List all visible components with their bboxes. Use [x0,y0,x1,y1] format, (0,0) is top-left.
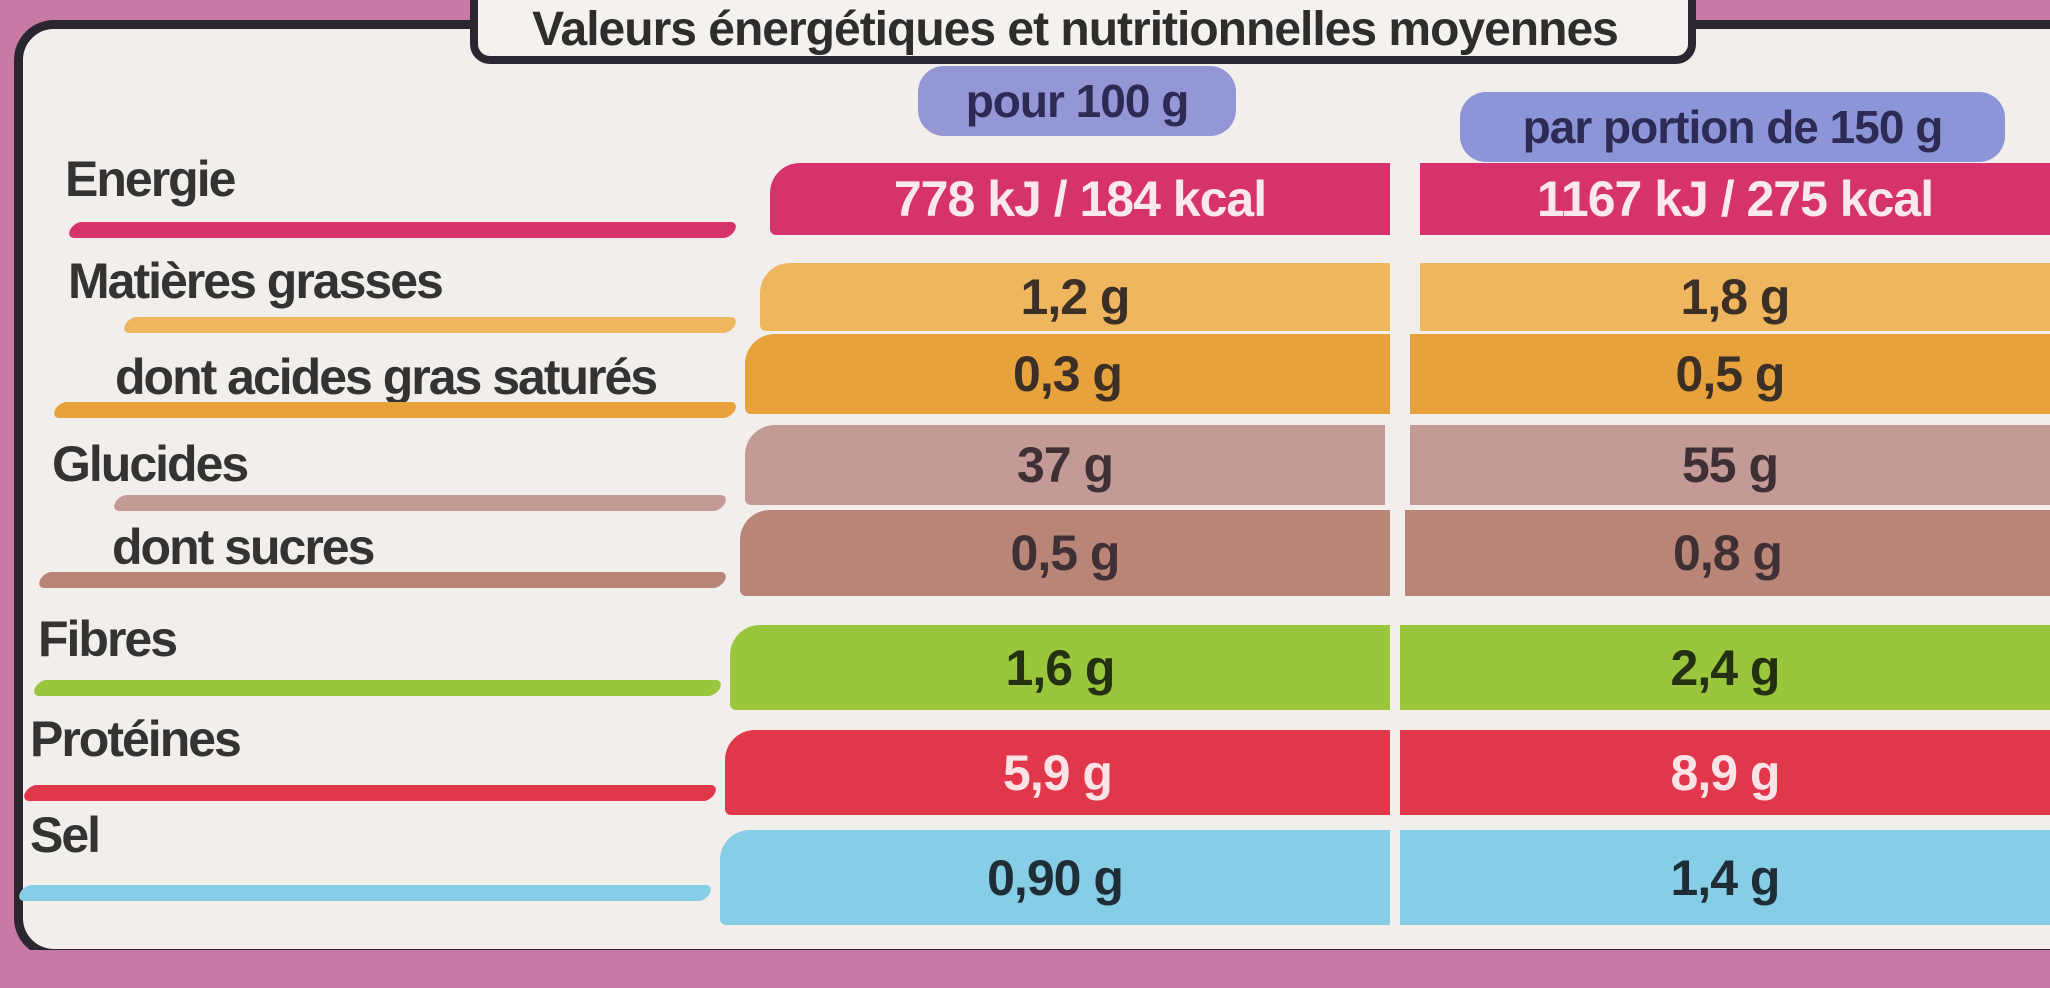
value-per-portion-proteines: 8,9 g [1400,730,2050,815]
value-per-portion-glucides: 55 g [1410,425,2050,505]
value-per-100g-energie: 778 kJ / 184 kcal [770,163,1390,235]
value-per-portion-dont-sucres: 0,8 g [1405,510,2050,596]
value-per-100g-glucides: 37 g [745,425,1385,505]
row-underline-sel [16,885,714,901]
value-per-100g-matieres-grasses: 1,2 g [760,263,1390,331]
value-per-100g-dont-acides-gras-satures: 0,3 g [745,334,1390,414]
row-label-proteines: Protéines [30,711,242,767]
row-label-dont-acides-gras-satures: dont acides gras saturés [115,349,658,405]
row-underline-matieres-grasses [121,317,739,333]
column-header-per-100g: pour 100 g [918,66,1236,136]
column-header-per-portion: par portion de 150 g [1460,92,2005,162]
package-edge [0,950,2050,988]
row-label-matieres-grasses: Matières grasses [68,253,444,309]
value-per-100g-dont-sucres: 0,5 g [740,510,1390,596]
row-underline-proteines [21,785,719,801]
row-label-fibres: Fibres [38,611,178,667]
row-underline-fibres [31,680,724,696]
value-per-portion-sel: 1,4 g [1400,830,2050,925]
value-per-portion-fibres: 2,4 g [1400,625,2050,710]
row-label-dont-sucres: dont sucres [112,519,375,575]
row-label-energie: Energie [65,151,236,207]
row-underline-dont-sucres [36,572,729,588]
value-per-100g-fibres: 1,6 g [730,625,1390,710]
table-title: Valeurs énergétiques et nutritionnelles … [532,3,1619,56]
row-underline-glucides [111,495,729,511]
row-underline-dont-acides-gras-satures [51,402,739,418]
row-underline-energie [66,222,739,238]
title-box [470,0,1696,64]
row-label-sel: Sel [30,807,101,863]
value-per-portion-energie: 1167 kJ / 275 kcal [1420,163,2050,235]
value-per-portion-dont-acides-gras-satures: 0,5 g [1410,334,2050,414]
value-per-portion-matieres-grasses: 1,8 g [1420,263,2050,331]
row-label-glucides: Glucides [52,436,249,492]
value-per-100g-proteines: 5,9 g [725,730,1390,815]
value-per-100g-sel: 0,90 g [720,830,1390,925]
